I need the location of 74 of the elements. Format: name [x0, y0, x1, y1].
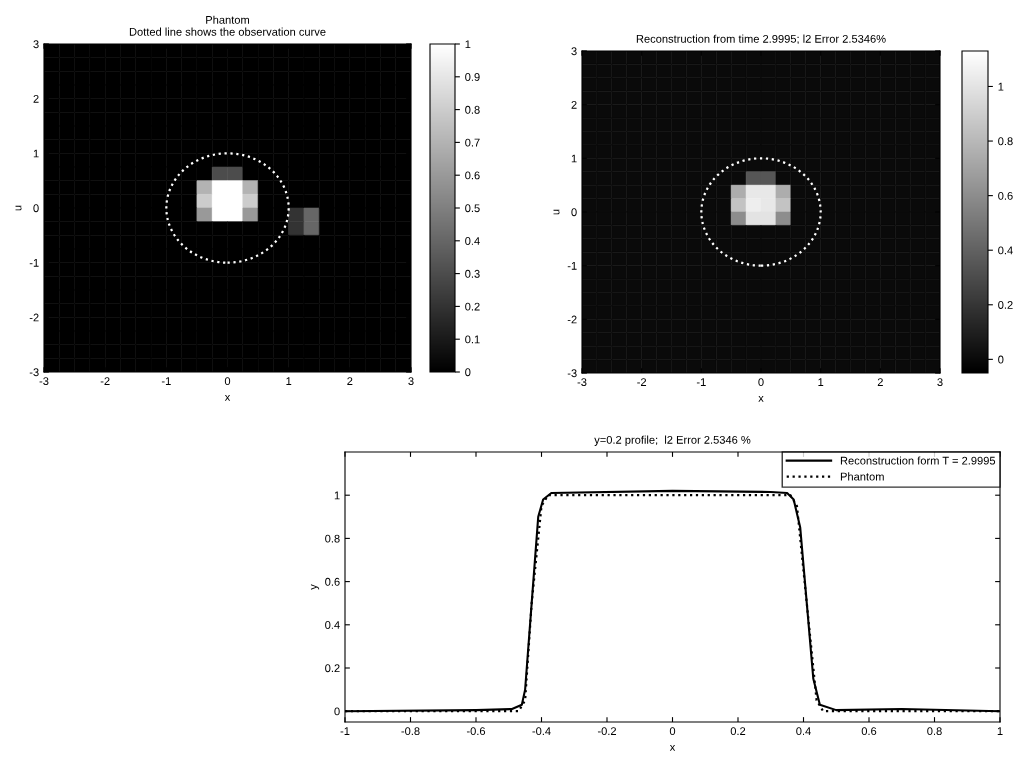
- x-tick-label: -1: [161, 377, 171, 385]
- x-tick-label: 0: [224, 377, 231, 386]
- x-axis-title: x: [758, 395, 764, 402]
- color-bar-label: 0.2: [998, 301, 1013, 309]
- y-tick-label: 0.6: [325, 577, 340, 586]
- y-tick-label: 1: [334, 491, 340, 500]
- x-tick-label: 2: [347, 377, 353, 385]
- color-bar-label: 0.3: [465, 269, 480, 278]
- y-tick-label: 0: [571, 208, 577, 217]
- y-tick-label: -3: [567, 369, 577, 378]
- chart-title: Reconstruction from time 2.9995; l2 Error 2.5346%: [636, 34, 886, 45]
- y-tick-label: 2: [571, 100, 577, 109]
- x-tick-label: -0.2: [597, 727, 617, 736]
- x-tick-label: -0.6: [466, 727, 486, 736]
- y-axis-title: y: [310, 584, 320, 590]
- chart-title: y=0.2 profile; l2 Error 2.5346 %: [594, 435, 751, 446]
- chart-title: Phantom: [206, 15, 249, 24]
- y-tick-label: 0: [33, 204, 39, 213]
- color-bar-label: 1: [465, 40, 471, 49]
- x-tick-label: 0.4: [796, 727, 811, 736]
- y-tick-label: 3: [571, 47, 577, 56]
- color-bar-label: 0.6: [998, 191, 1013, 200]
- legend-label: Phantom: [840, 472, 884, 481]
- x-tick-label: 0.2: [730, 727, 746, 736]
- y-tick-label: 3: [33, 40, 39, 49]
- y-tick-label: 0: [334, 707, 340, 716]
- color-bar-label: 0.4: [465, 237, 480, 245]
- x-tick-label: 1: [997, 727, 1003, 735]
- y-tick-label: 0.8: [325, 534, 340, 543]
- color-bar-label: 0.4: [998, 246, 1013, 255]
- color-bar-label: 0.8: [998, 137, 1013, 146]
- x-tick-label: 0: [669, 727, 676, 736]
- x-axis-title: x: [669, 744, 676, 751]
- y-tick-label: 0.2: [325, 664, 340, 673]
- y-tick-label: -3: [29, 368, 39, 377]
- color-bar-label: 0: [998, 355, 1004, 364]
- x-tick-label: 0: [758, 378, 764, 387]
- chart-subtitle: Dotted line shows the observation curve: [129, 27, 326, 36]
- x-tick-label: 2: [877, 378, 883, 386]
- color-bar-label: 0.1: [465, 335, 480, 344]
- color-bar-label: 0.9: [465, 73, 480, 81]
- y-axis-title: u: [15, 205, 22, 211]
- y-tick-label: 1: [33, 149, 39, 158]
- y-tick-label: -2: [29, 313, 39, 322]
- y-tick-label: -1: [29, 259, 39, 267]
- x-tick-label: 3: [408, 377, 414, 386]
- color-bar-label: 0: [465, 368, 471, 377]
- x-tick-label: -3: [577, 378, 587, 387]
- y-tick-label: 2: [33, 94, 39, 103]
- color-bar-label: 0.5: [465, 204, 480, 213]
- x-tick-label: 0.6: [861, 727, 877, 736]
- x-axis-title: x: [224, 394, 231, 401]
- x-tick-label: 3: [937, 378, 943, 387]
- color-bar-label: 0.7: [465, 138, 480, 147]
- x-tick-label: 0.8: [927, 727, 942, 736]
- y-tick-label: 1: [571, 154, 577, 163]
- x-tick-label: -2: [100, 377, 110, 385]
- y-axis-title: u: [553, 209, 560, 215]
- x-tick-label: -0.4: [532, 727, 551, 736]
- x-tick-label: -1: [696, 378, 706, 386]
- x-tick-label: -3: [39, 377, 49, 386]
- legend-label: Reconstruction form T = 2.9995: [840, 456, 996, 465]
- x-tick-label: -2: [637, 378, 647, 386]
- color-bar-label: 0.6: [465, 171, 480, 180]
- color-bar-label: 0.2: [465, 302, 480, 311]
- x-tick-label: -1: [340, 727, 350, 735]
- x-tick-label: 1: [286, 377, 292, 385]
- x-tick-label: -0.8: [401, 727, 420, 736]
- color-bar-label: 0.8: [465, 105, 480, 114]
- y-tick-label: 0.4: [325, 621, 340, 629]
- x-tick-label: 1: [818, 378, 824, 386]
- y-tick-label: -1: [567, 262, 577, 270]
- color-bar-label: 1: [998, 82, 1004, 91]
- y-tick-label: -2: [567, 315, 577, 324]
